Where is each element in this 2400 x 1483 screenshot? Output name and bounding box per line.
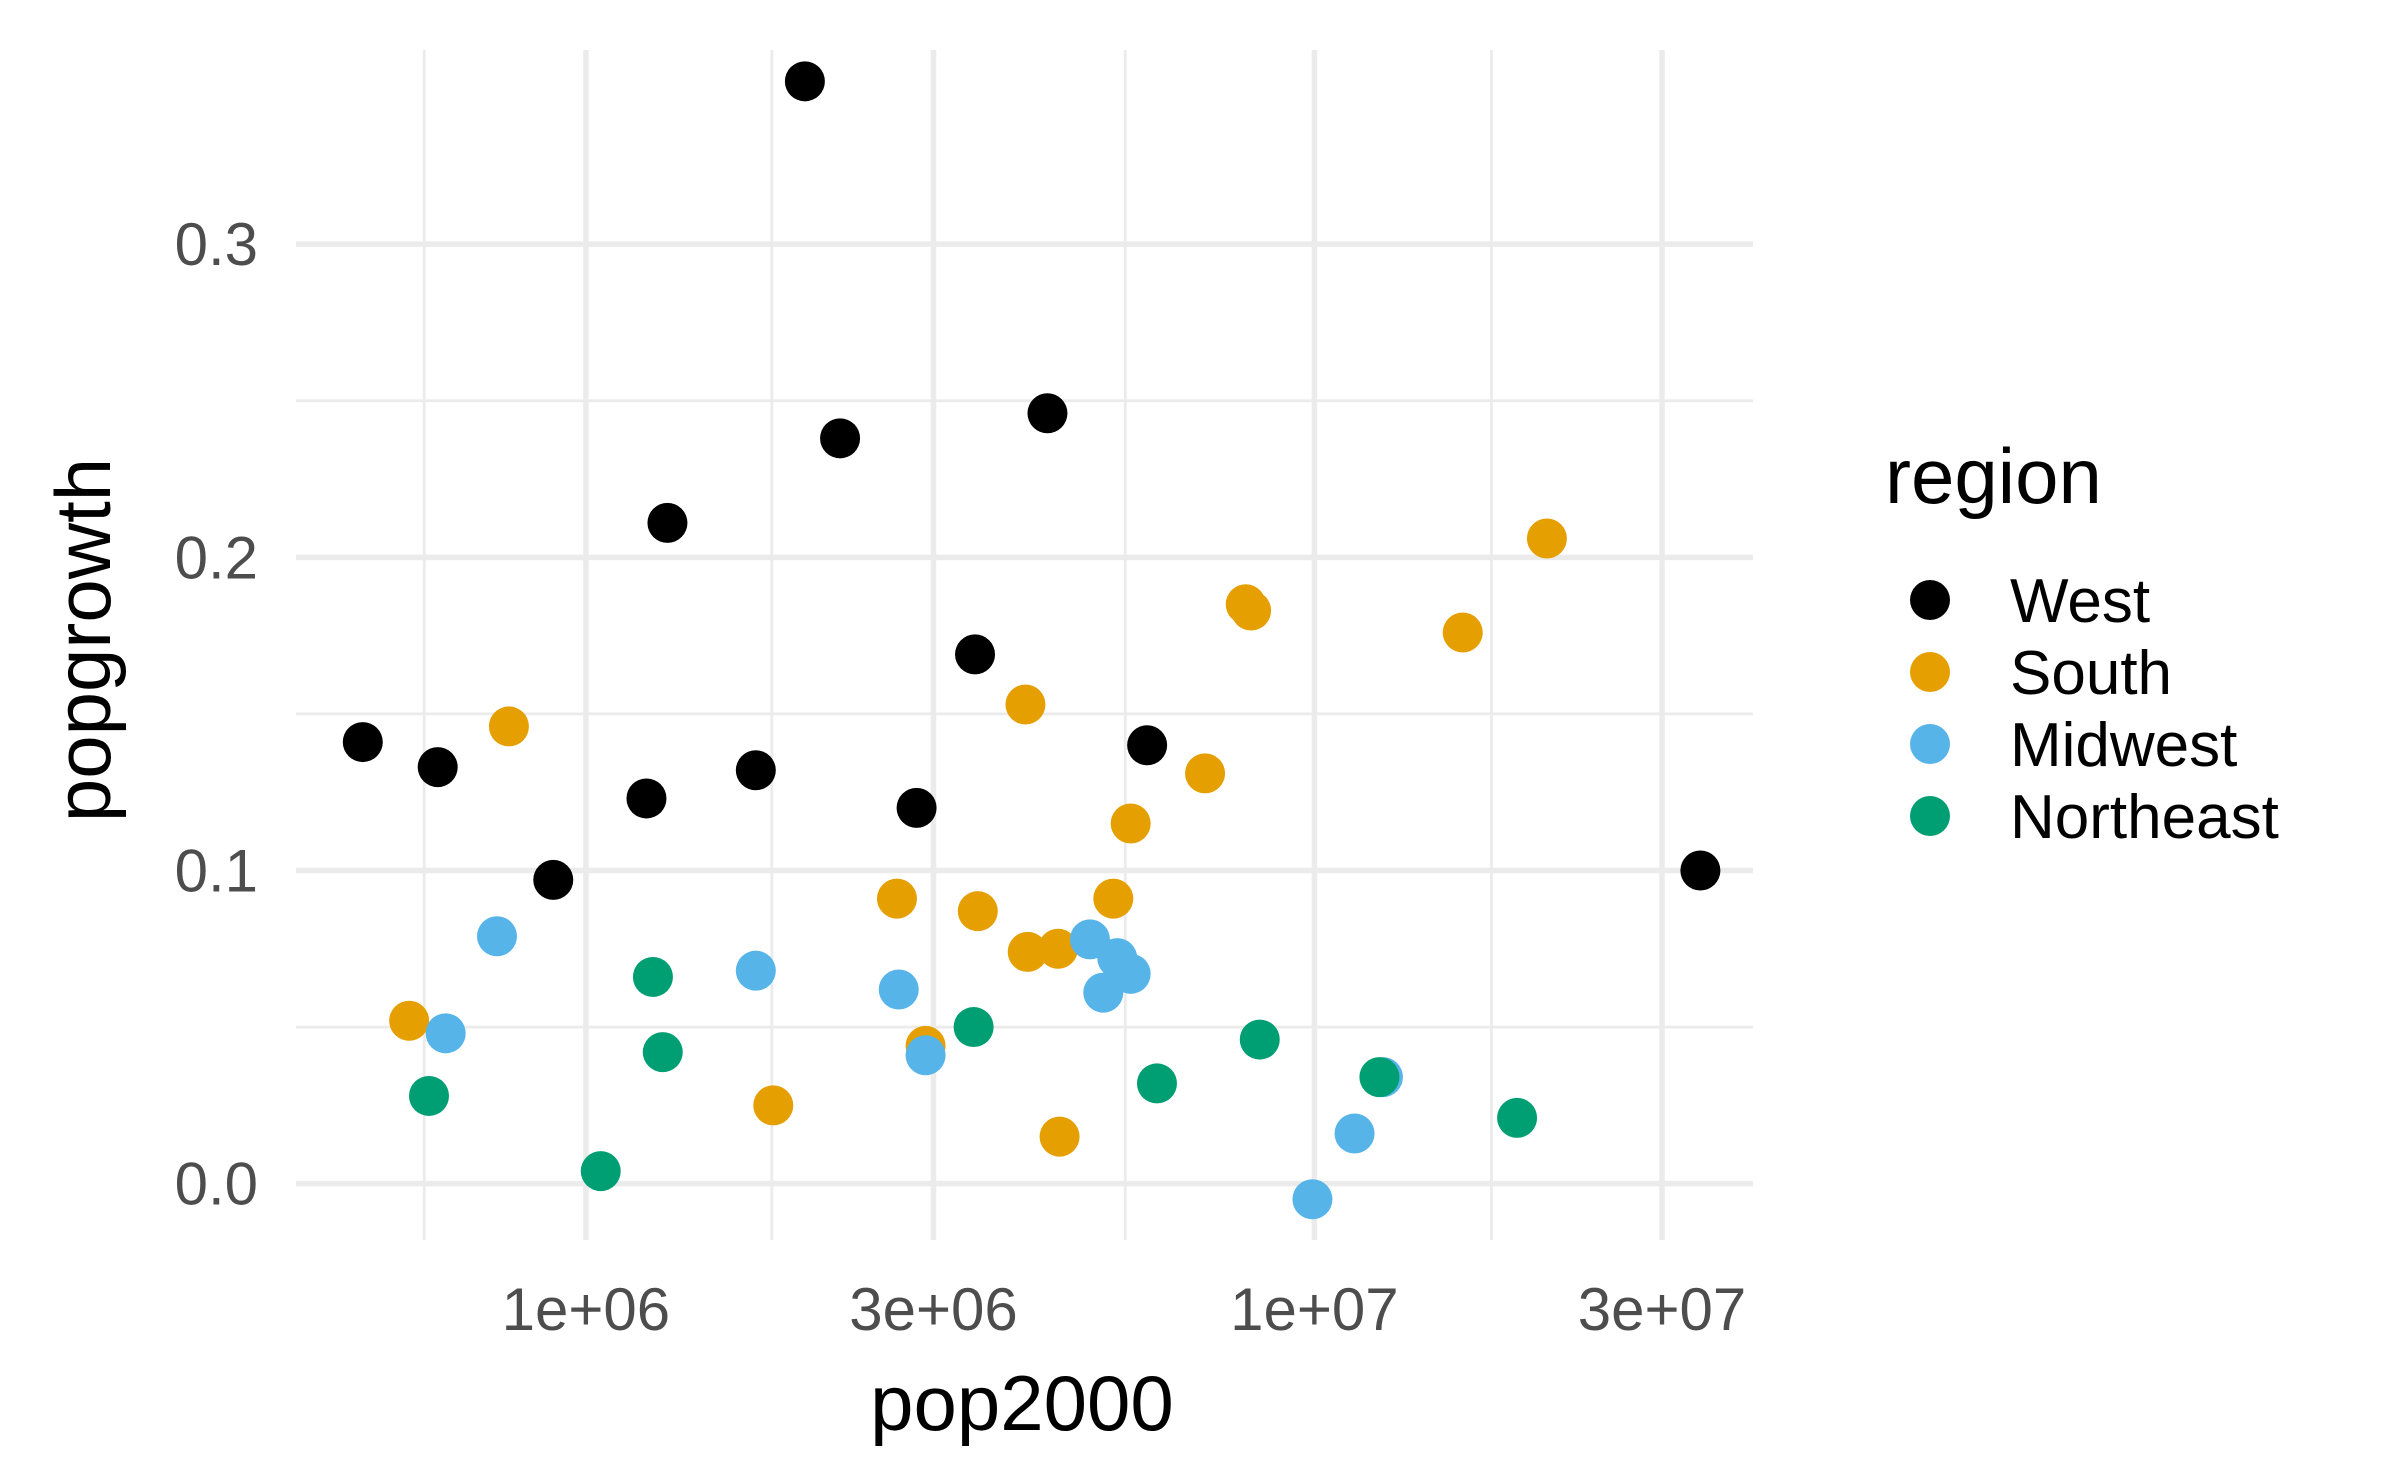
data-point-west — [896, 787, 937, 828]
data-point-south — [1039, 1116, 1080, 1157]
data-point-west — [784, 61, 825, 102]
data-point-west — [1127, 725, 1168, 766]
x-tick-label: 1e+06 — [502, 1276, 671, 1343]
data-point-west — [820, 418, 861, 459]
data-point-west — [342, 722, 383, 763]
legend-key-midwest — [1910, 724, 1950, 764]
legend-key-northeast — [1910, 796, 1950, 836]
x-tick-label: 3e+07 — [1578, 1276, 1747, 1343]
data-point-south — [1005, 684, 1046, 725]
legend-label-northeast: Northeast — [2010, 783, 2279, 852]
data-point-northeast — [1497, 1097, 1538, 1138]
data-point-west — [533, 859, 574, 900]
data-point-south — [1038, 928, 1079, 969]
data-point-midwest — [476, 916, 517, 957]
data-point-south — [1442, 612, 1483, 653]
data-point-west — [735, 750, 776, 791]
legend-label-west: West — [2010, 567, 2150, 636]
x-axis-tick-labels: 1e+06 3e+06 1e+07 3e+07 — [502, 1276, 1747, 1343]
data-point-midwest — [1110, 953, 1151, 994]
data-point-south — [1007, 931, 1048, 972]
legend-label-midwest: Midwest — [2010, 711, 2237, 780]
data-point-northeast — [953, 1007, 994, 1048]
legend-key-south — [1910, 652, 1950, 692]
x-axis-title: pop2000 — [870, 1359, 1174, 1447]
data-point-northeast — [408, 1075, 449, 1116]
data-point-west — [647, 502, 688, 543]
data-point-south — [1093, 878, 1134, 919]
data-point-south — [1526, 518, 1567, 559]
data-point-midwest — [1334, 1113, 1375, 1154]
data-point-south — [753, 1085, 794, 1126]
data-point-west — [1027, 393, 1068, 434]
y-axis-tick-labels: 0.0 0.1 0.2 0.3 — [175, 211, 258, 1217]
data-point-midwest — [905, 1035, 946, 1076]
y-tick-label: 0.3 — [175, 211, 258, 278]
data-point-northeast — [1239, 1019, 1280, 1060]
y-axis-title: popgrowth — [39, 458, 127, 822]
data-points — [342, 61, 1721, 1220]
y-tick-label: 0.1 — [175, 837, 258, 904]
legend-label-south: South — [2010, 639, 2172, 708]
data-point-south — [957, 891, 998, 932]
data-point-midwest — [1292, 1179, 1333, 1220]
data-point-west — [417, 747, 458, 788]
data-point-south — [389, 1000, 430, 1041]
data-point-south — [876, 878, 917, 919]
x-tick-label: 3e+06 — [849, 1276, 1018, 1343]
data-point-northeast — [1136, 1063, 1177, 1104]
grid-lines — [296, 50, 1753, 1240]
data-point-south — [1231, 590, 1272, 631]
data-point-northeast — [632, 956, 673, 997]
data-point-west — [955, 634, 996, 675]
data-point-northeast — [642, 1032, 683, 1073]
data-point-south — [1110, 803, 1151, 844]
y-tick-label: 0.2 — [175, 524, 258, 591]
data-point-midwest — [425, 1013, 466, 1054]
legend-key-west — [1910, 580, 1950, 620]
data-point-west — [626, 778, 667, 819]
data-point-midwest — [878, 969, 919, 1010]
data-point-midwest — [735, 950, 776, 991]
y-tick-label: 0.0 — [175, 1151, 258, 1218]
x-tick-label: 1e+07 — [1230, 1276, 1399, 1343]
data-point-northeast — [580, 1151, 621, 1192]
data-point-south — [1185, 753, 1226, 794]
data-point-south — [488, 706, 529, 747]
data-point-west — [1680, 850, 1721, 891]
legend-title: region — [1885, 432, 2102, 520]
data-point-northeast — [1359, 1057, 1400, 1098]
